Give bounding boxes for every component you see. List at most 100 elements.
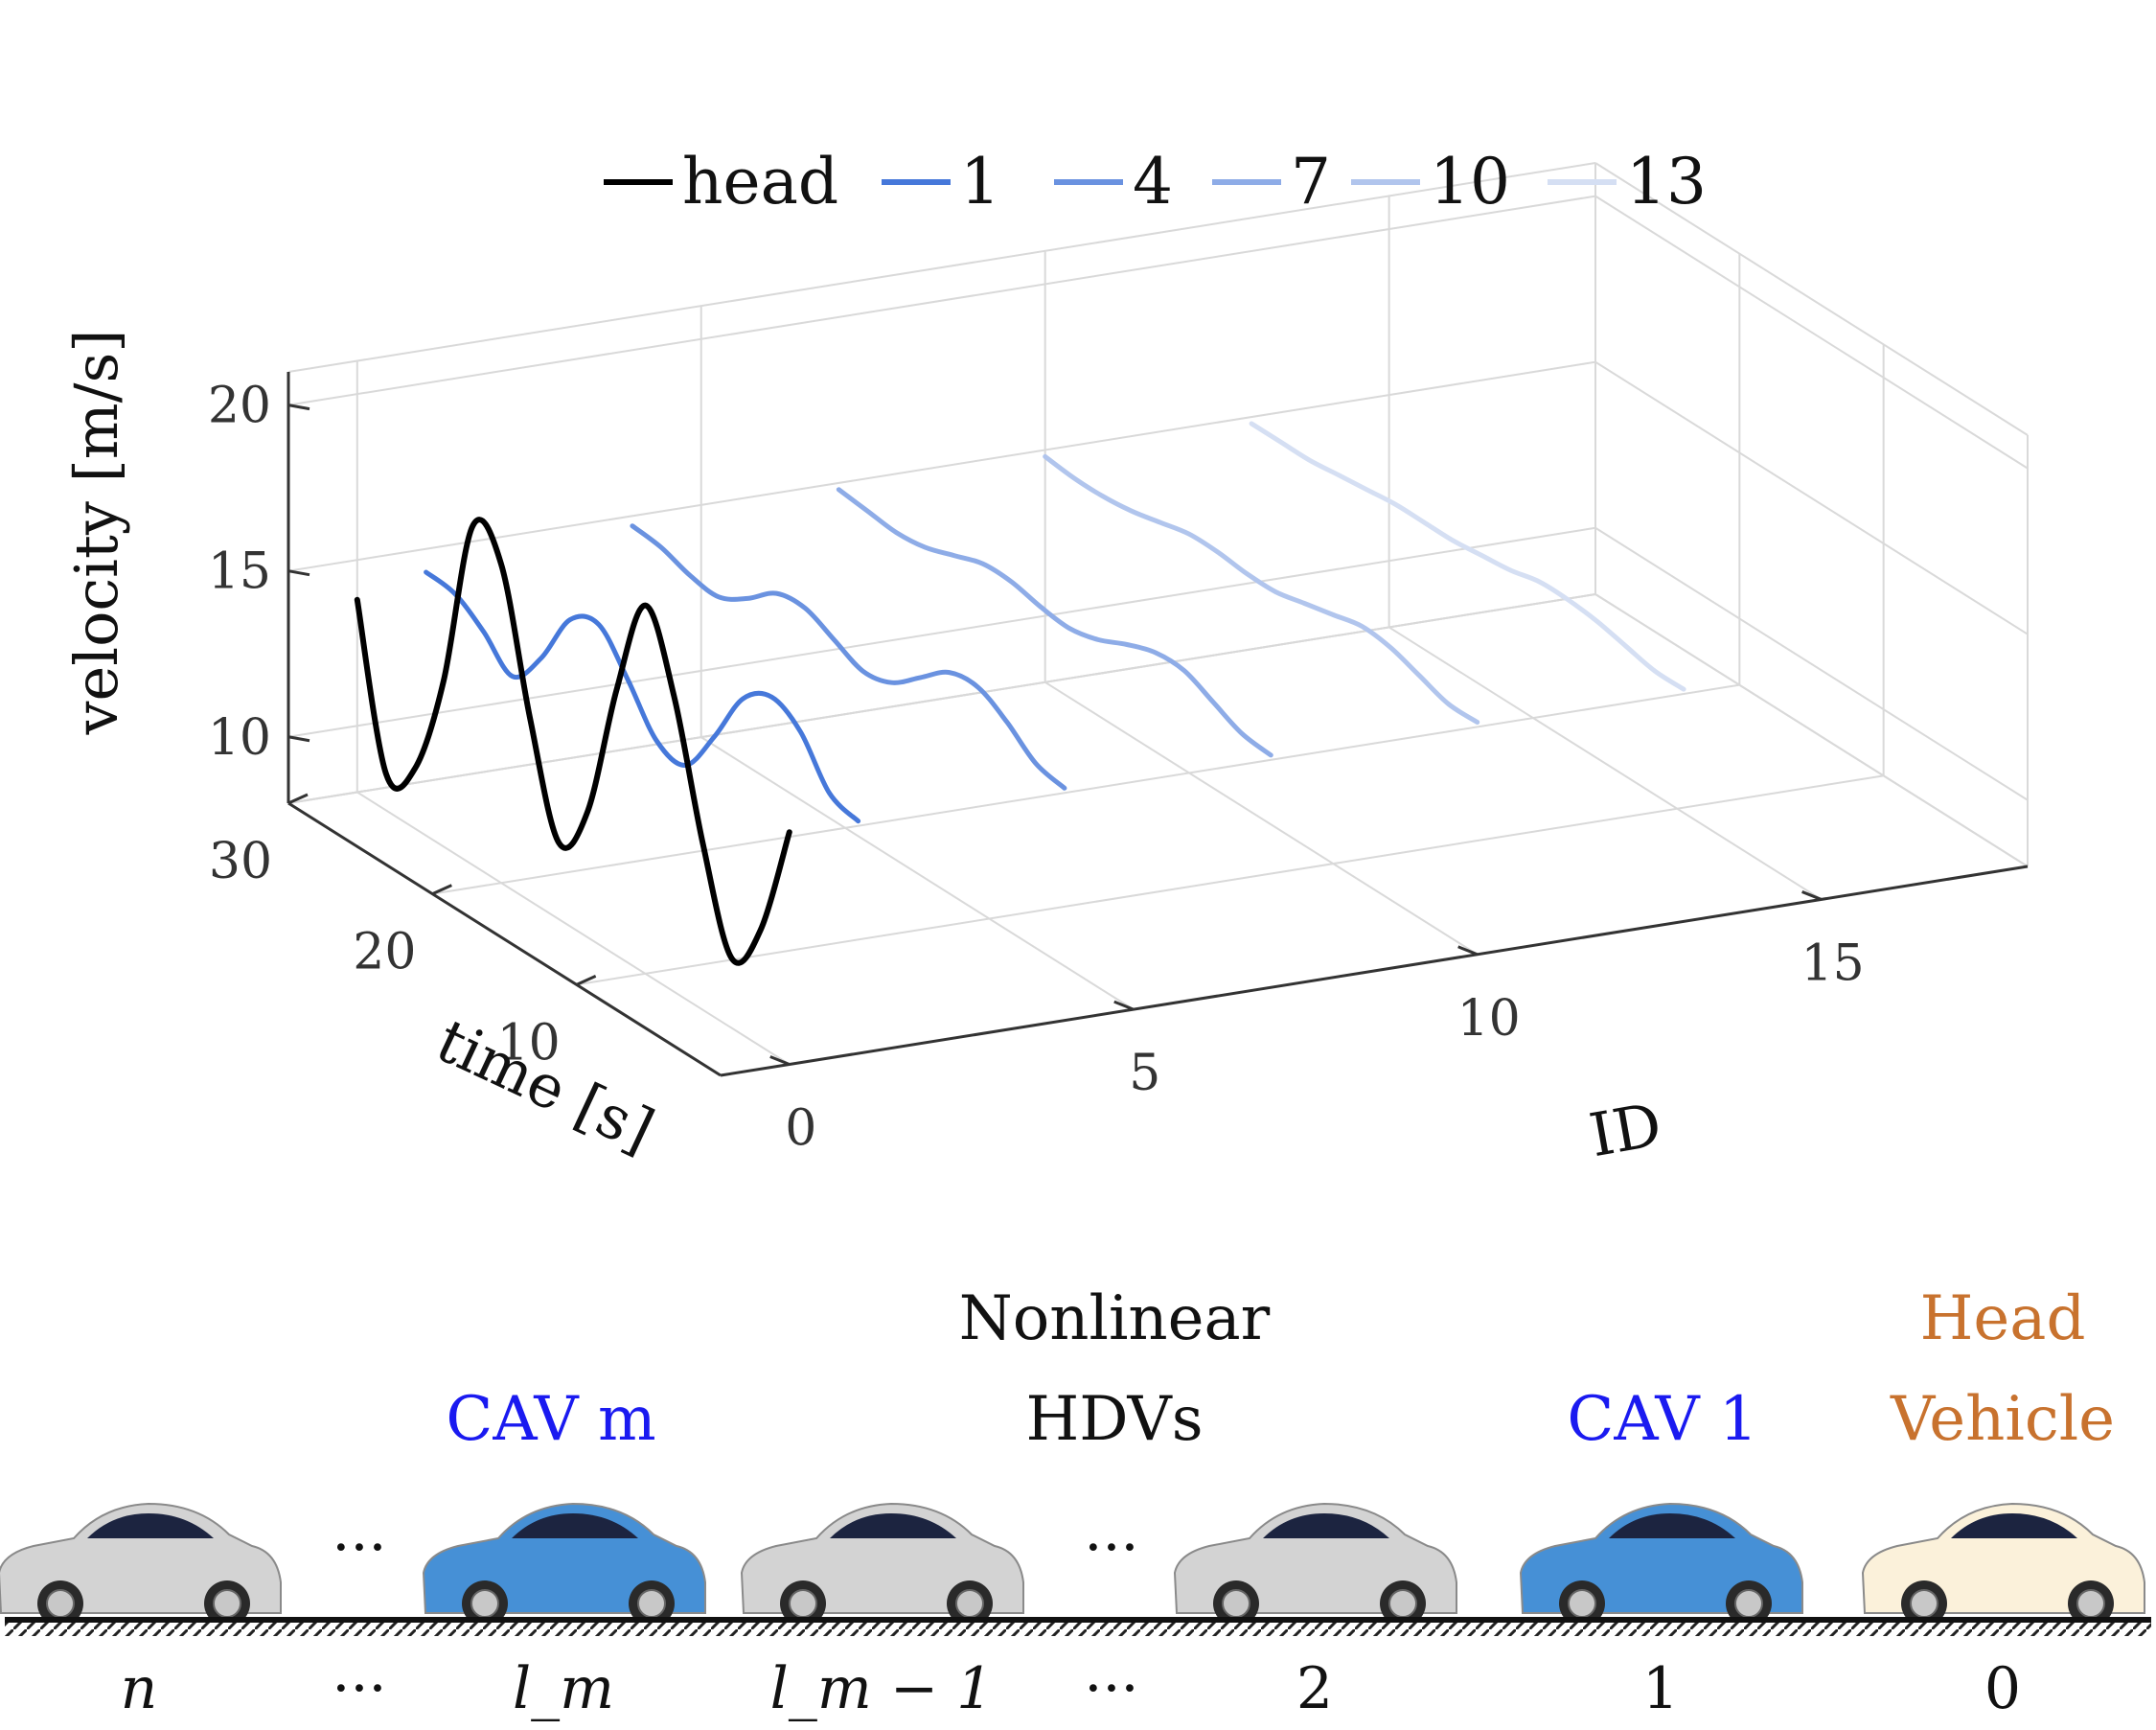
legend-entry-head: head: [604, 145, 838, 219]
legend-label: 13: [1626, 145, 1707, 219]
car-hdv: [1173, 1502, 1457, 1626]
grid-line: [287, 162, 1596, 373]
grid-line: [1594, 360, 2029, 635]
time-tick: [287, 793, 309, 805]
wheel-hub: [213, 1589, 241, 1618]
id-tick: [769, 1055, 791, 1066]
wheel-hub: [1222, 1589, 1250, 1618]
car-cav: [1519, 1502, 1803, 1626]
series-line-10: [1043, 453, 1480, 725]
id-axis: [720, 865, 2029, 1077]
wheel-hub: [46, 1589, 75, 1618]
id-tick-label: 0: [785, 1100, 816, 1158]
series-lines: [354, 421, 1686, 966]
legend-entry-13: 13: [1548, 145, 1707, 219]
velocity-tick-label: 20: [208, 378, 271, 435]
grid-line: [1044, 680, 1479, 956]
series-line-4: [630, 523, 1067, 791]
id-tick-label: 10: [1457, 990, 1521, 1048]
tick-labels: 10 15 20 10 20 30 0 5 10 15: [208, 378, 1865, 1158]
grid-line: [1388, 626, 1823, 901]
wheel-hub: [470, 1589, 499, 1618]
time-tick: [576, 974, 597, 986]
wheel-hub: [1734, 1589, 1763, 1618]
velocity-tick: [287, 735, 310, 743]
grid-layer: [287, 162, 2029, 1066]
id-tick-label: 5: [1129, 1045, 1160, 1102]
grid-line: [287, 526, 1596, 738]
wheel-hub: [1388, 1589, 1417, 1618]
vehicles-row: ··· ···: [0, 1502, 2145, 1626]
id-tick: [1113, 1000, 1135, 1011]
car-window: [830, 1513, 956, 1538]
legend-label: 1: [960, 145, 1000, 219]
wheel-hub: [1568, 1589, 1596, 1618]
legend-entry-7: 7: [1212, 145, 1331, 219]
legend-entry-4: 4: [1054, 145, 1173, 219]
car-window: [512, 1513, 638, 1538]
grid-line: [287, 360, 1596, 572]
vehicle-index: ···: [332, 1655, 386, 1722]
series-line-0: [354, 517, 792, 966]
label-cav-m: CAV m: [446, 1384, 655, 1455]
grid-line: [576, 774, 1884, 986]
grid-line: [1594, 593, 2029, 867]
road: [5, 1617, 2151, 1623]
legend-entry-1: 1: [882, 145, 1000, 219]
car-cav: [422, 1502, 706, 1626]
vehicle-index: 1: [1642, 1655, 1679, 1722]
legend-entry-10: 10: [1351, 145, 1510, 219]
time-tick-label: 20: [353, 924, 416, 981]
road-hatch: [5, 1623, 2151, 1636]
wheel-hub: [637, 1589, 666, 1618]
vehicle-index: 0: [1984, 1655, 2021, 1722]
series-line-1: [424, 569, 861, 824]
vehicle-index: 2: [1296, 1655, 1333, 1722]
vehicle-index-labels: n ··· l_m l_m − 1 ··· 2 1 0: [121, 1655, 2021, 1722]
grid-line: [356, 791, 791, 1066]
velocity-tick-label: 10: [208, 709, 271, 767]
wheel-hub: [955, 1589, 984, 1618]
label-vehicle: Vehicle: [1890, 1384, 2115, 1455]
label-hdvs: HDVs: [1025, 1384, 1203, 1455]
time-tick: [431, 884, 452, 896]
wheel-hub: [1910, 1589, 1938, 1618]
zaxis-label: velocity [m/s]: [61, 330, 131, 736]
label-head: Head: [1920, 1283, 2086, 1354]
vehicle-index: l_m: [513, 1655, 614, 1722]
label-nonlinear: Nonlinear: [959, 1283, 1271, 1354]
yaxis-label: ID: [1584, 1089, 1666, 1170]
id-tick: [1457, 945, 1479, 957]
series-line-13: [1249, 421, 1686, 692]
legend-label: head: [682, 145, 838, 219]
time-tick-label: 10: [497, 1014, 561, 1072]
axes-layer: [287, 372, 2029, 1077]
vehicle-index: ···: [1084, 1655, 1138, 1722]
legend: head 1 4 7 10 13: [604, 145, 1707, 219]
ellipsis: ···: [1084, 1514, 1138, 1581]
car-window: [1263, 1513, 1389, 1538]
grid-line: [700, 736, 1135, 1011]
velocity-tick: [287, 569, 310, 577]
id-tick-label: 15: [1801, 934, 1865, 992]
label-cav-1: CAV 1: [1567, 1384, 1757, 1455]
grid-line: [287, 593, 1596, 804]
wheel-hub: [2076, 1589, 2105, 1618]
wheel-hub: [789, 1589, 817, 1618]
series-line-7: [836, 487, 1273, 758]
time-axis: [287, 801, 722, 1077]
grid-line: [432, 683, 1740, 895]
grid-line: [1594, 526, 2029, 801]
car-window: [1609, 1513, 1735, 1538]
grid-line: [1594, 162, 2029, 436]
vehicle-index: n: [121, 1655, 158, 1722]
platoon-diagram: CAV m Nonlinear HDVs CAV 1 Head Vehicle …: [0, 1283, 2151, 1722]
car-head: [1861, 1502, 2145, 1626]
id-tick: [1801, 890, 1823, 901]
car-window: [87, 1513, 214, 1538]
car-hdv: [0, 1502, 282, 1626]
legend-label: 10: [1430, 145, 1510, 219]
grid-line: [287, 195, 1596, 406]
car-hdv: [740, 1502, 1024, 1626]
